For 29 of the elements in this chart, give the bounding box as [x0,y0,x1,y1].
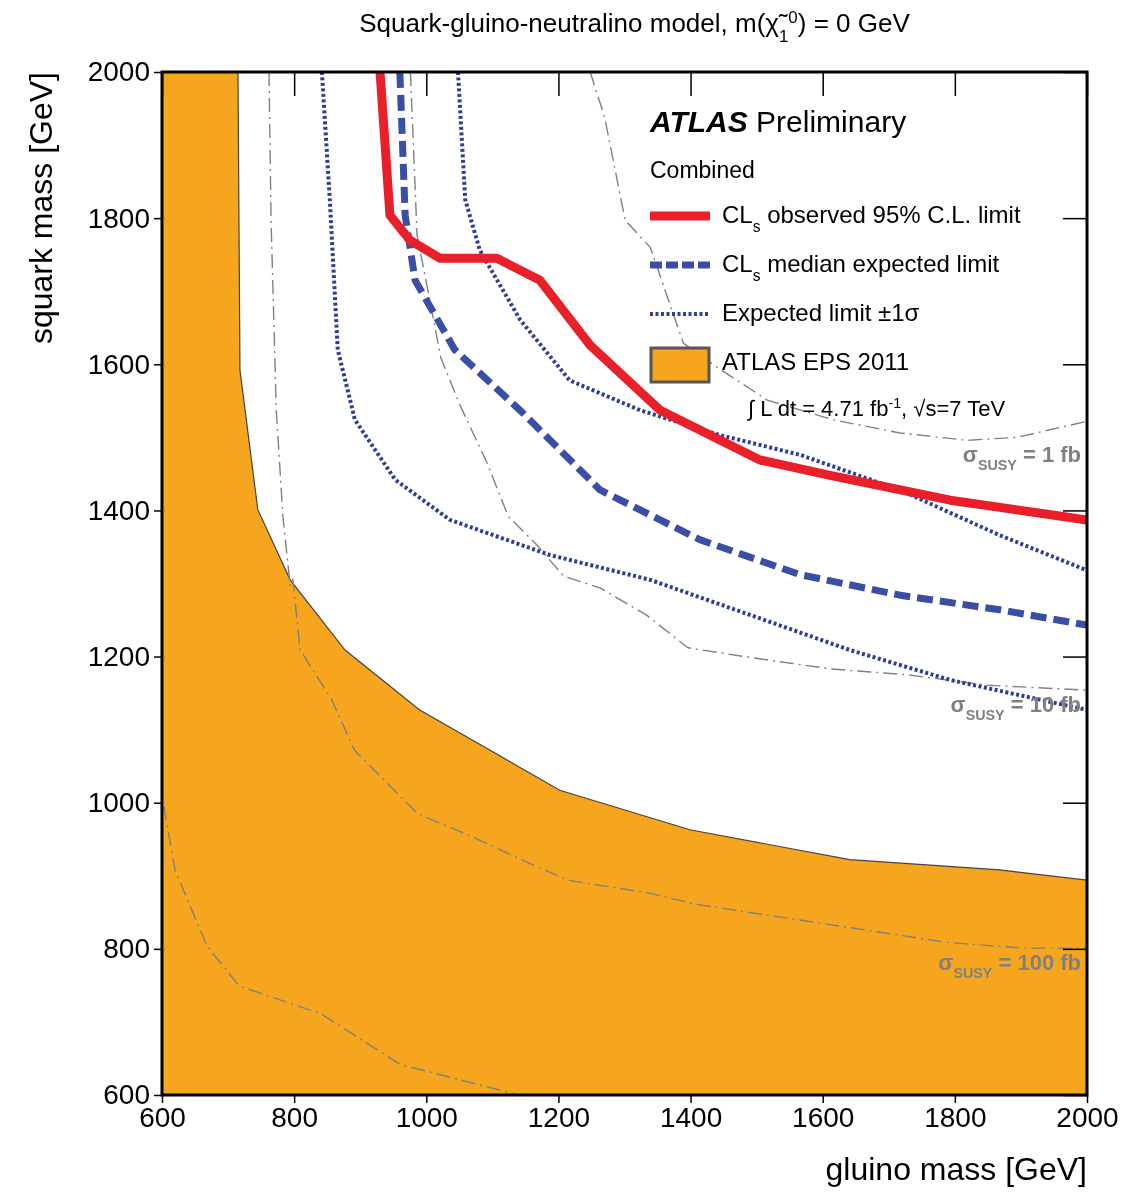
y-tick-label: 800 [103,933,150,965]
y-tick-label: 1800 [87,202,150,234]
legend-label: Expected limit ±1σ [722,299,920,326]
x-tick-label: 2000 [1056,1101,1119,1133]
y-tick-label: 1400 [87,494,150,526]
legend-label: ATLAS EPS 2011 [722,348,910,375]
y-tick-label: 1200 [87,641,150,673]
x-tick-label: 1000 [395,1101,458,1133]
legend-title: Combined [650,157,755,183]
line-series [456,72,1087,573]
x-tick-label: 1400 [659,1101,723,1133]
chart-title: Squark-gluino-neutralino model, m(χ̃$_{1}$$^{0}$) = 0 GeV [359,7,911,46]
line-series [589,72,1087,441]
y-tick-label: 2000 [87,56,150,88]
series-label: σ$_{SUSY}$ = 100 fb [938,950,1081,982]
legend-label: CL$_{s}$ median expected limit [722,250,1000,284]
x-tick-label: 1200 [527,1101,591,1133]
x-axis-title: gluino mass [GeV] [825,1151,1087,1187]
y-axis-title: squark mass [GeV] [23,72,59,345]
annotation: ATLAS Preliminary [649,105,907,138]
x-tick-label: 800 [271,1101,318,1133]
legend-label: CL$_{s}$ observed 95% C.L. limit [722,201,1021,235]
series-label: σ$_{SUSY}$ = 1 fb [962,442,1081,474]
y-tick-label: 1600 [87,348,150,380]
line-series [268,72,1087,949]
x-tick-label: 1600 [792,1101,855,1133]
y-tick-label: 1000 [87,787,150,819]
x-tick-label: 1800 [924,1101,987,1133]
annotation: ∫ L dt = 4.71 fb$^{-1}$, √s=7 TeV [746,395,1006,421]
